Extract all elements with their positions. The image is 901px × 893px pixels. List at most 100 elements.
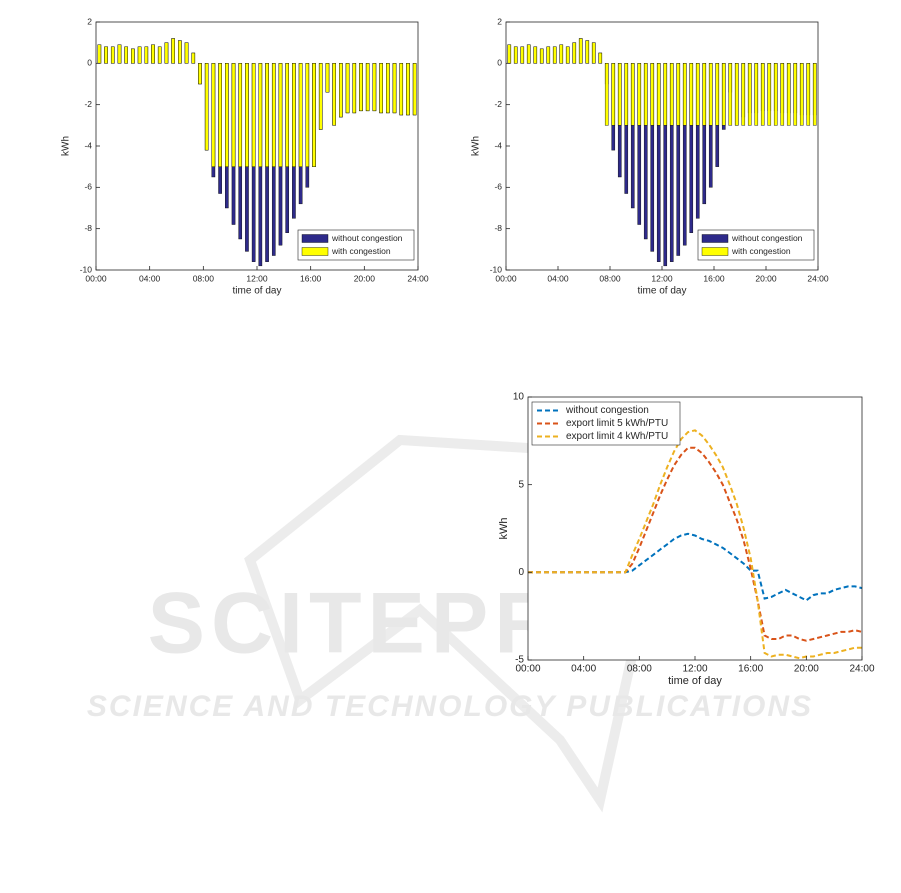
bar xyxy=(702,63,707,126)
bar xyxy=(526,44,531,64)
y-tick-label: -4 xyxy=(84,140,92,150)
y-tick-label: -6 xyxy=(494,182,502,192)
bar xyxy=(617,63,622,126)
legend-swatch xyxy=(701,234,729,243)
bar xyxy=(786,63,791,126)
bar xyxy=(780,63,785,126)
bar xyxy=(245,63,249,167)
bar xyxy=(184,42,189,64)
bar xyxy=(754,63,759,126)
y-tick-label: -8 xyxy=(494,223,502,233)
bar xyxy=(539,48,544,64)
bar xyxy=(305,63,310,167)
y-tick-label: 0 xyxy=(518,567,524,578)
bar xyxy=(191,52,196,64)
bar xyxy=(352,63,357,114)
bar xyxy=(339,63,343,118)
y-tick-label: -8 xyxy=(84,223,92,233)
legend-label: with congestion xyxy=(731,246,791,256)
y-tick-label: -10 xyxy=(80,264,93,274)
bar xyxy=(406,63,410,116)
y-tick-label: -2 xyxy=(494,99,502,109)
y-axis-label: kWh xyxy=(498,518,510,540)
y-tick-label: -10 xyxy=(490,264,503,274)
x-tick-label: 12:00 xyxy=(682,664,707,675)
bar xyxy=(682,63,687,126)
legend-label: without congestion xyxy=(731,233,803,243)
x-axis-label: time of day xyxy=(668,675,722,687)
bar xyxy=(271,63,276,167)
bar xyxy=(637,63,642,126)
legend-label: with congestion xyxy=(331,246,391,256)
legend-swatch xyxy=(301,234,329,243)
line xyxy=(528,532,863,602)
legend-label: export limit 5 kWh/PTU xyxy=(566,418,668,429)
x-tick-label: 24:00 xyxy=(807,273,829,283)
bar xyxy=(412,63,417,116)
bar xyxy=(507,44,512,64)
line xyxy=(528,446,863,642)
bar xyxy=(318,63,323,130)
bar xyxy=(157,46,162,64)
bar xyxy=(767,63,772,126)
bar xyxy=(312,63,316,167)
x-tick-label: 20:00 xyxy=(755,273,777,283)
bar xyxy=(520,46,525,64)
x-tick-label: 00:00 xyxy=(515,664,540,675)
chart: -10 -8 -6 -4 -2 0 2 00:00 04:00 08:00 12:00 16:00 20… xyxy=(61,16,429,296)
bar xyxy=(386,63,390,114)
x-tick-label: 20:00 xyxy=(794,664,819,675)
bar xyxy=(117,44,122,64)
bar xyxy=(151,44,155,64)
legend-label: without congestion xyxy=(331,233,403,243)
x-tick-label: 04:00 xyxy=(547,273,569,283)
y-tick-label: 2 xyxy=(497,16,502,26)
bar xyxy=(238,63,243,167)
y-tick-label: -4 xyxy=(494,140,502,150)
bar xyxy=(392,63,397,114)
bar xyxy=(292,63,296,167)
bar xyxy=(708,63,713,126)
x-tick-label: 20:00 xyxy=(354,273,376,283)
bar xyxy=(598,52,603,64)
bar xyxy=(773,63,778,126)
y-tick-label: 0 xyxy=(87,58,92,68)
bar xyxy=(572,42,577,64)
bar xyxy=(747,63,752,126)
x-tick-label: 00:00 xyxy=(85,273,107,283)
bar xyxy=(178,40,182,64)
bar xyxy=(578,38,583,64)
y-tick-label: 5 xyxy=(518,479,524,490)
legend-label: without congestion xyxy=(565,405,649,416)
bar xyxy=(643,63,648,126)
x-tick-label: 16:00 xyxy=(703,273,725,283)
bar xyxy=(669,63,674,126)
x-tick-label: 16:00 xyxy=(738,664,763,675)
plot-area xyxy=(96,22,418,270)
bar xyxy=(546,46,551,64)
bar xyxy=(204,63,209,151)
bar xyxy=(258,63,263,167)
watermark-subtitle: SCIENCE AND TECHNOLOGY PUBLICATIONS xyxy=(87,690,813,723)
chart: -5 0 5 10 00:00 04:00 08:00 12:00 16:00 20:00 24:0… xyxy=(498,392,875,687)
x-axis-label: time of day xyxy=(233,286,282,297)
bar xyxy=(97,44,102,64)
bar xyxy=(379,63,383,114)
bar xyxy=(585,40,590,64)
y-tick-label: 0 xyxy=(497,58,502,68)
bar xyxy=(164,42,169,64)
y-tick-label: -6 xyxy=(84,182,92,192)
bar xyxy=(285,63,289,167)
bar xyxy=(372,63,377,112)
watermark-shape xyxy=(244,434,646,813)
chart: -10 -8 -6 -4 -2 0 2 00:00 04:00 08:00 12:00 16:00 20… xyxy=(471,16,829,296)
x-tick-label: 04:00 xyxy=(139,273,161,283)
bar xyxy=(604,63,609,126)
bar xyxy=(251,63,256,167)
bar xyxy=(231,63,236,167)
x-tick-label: 24:00 xyxy=(849,664,874,675)
plot-area xyxy=(506,22,818,270)
bar xyxy=(399,63,404,116)
bar xyxy=(793,63,798,126)
bar xyxy=(104,46,108,64)
